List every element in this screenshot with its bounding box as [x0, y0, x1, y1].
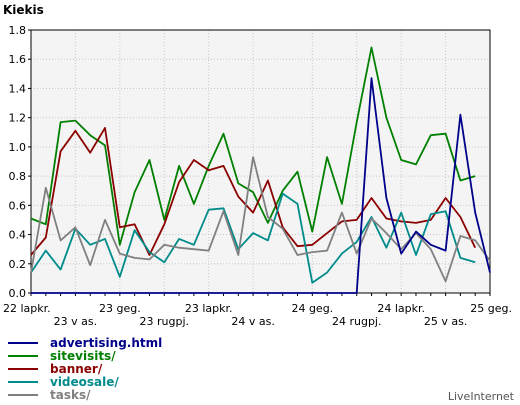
- y-tick-label: 0.0: [9, 287, 27, 300]
- y-tick-label: 1.0: [9, 141, 27, 154]
- legend: advertising.htmlsitevisits/banner/videos…: [8, 336, 162, 402]
- series-line-videosale: [30, 192, 476, 284]
- x-tick-label: 24 rugpj.: [332, 315, 382, 328]
- x-axis-ticks: 22 lapkr.23 v as.23 geg.23 rugpj.23 lapk…: [3, 293, 512, 328]
- legend-label: sitevisits/: [50, 349, 116, 363]
- legend-label: videosale/: [50, 375, 119, 389]
- x-tick-label: 22 lapkr.: [3, 302, 51, 315]
- y-tick-label: 1.6: [9, 53, 27, 66]
- y-tick-label: 1.2: [9, 112, 27, 125]
- series-line-banner: [30, 127, 477, 256]
- x-tick-label: 23 v as.: [54, 315, 97, 328]
- x-tick-label: 24 geg.: [291, 302, 333, 315]
- legend-label: advertising.html: [50, 336, 162, 350]
- y-tick-label: 0.2: [9, 258, 27, 271]
- y-tick-label: 0.6: [9, 199, 27, 212]
- y-tick-label: 0.8: [9, 170, 27, 183]
- legend-label: tasks/: [50, 388, 91, 402]
- x-tick-label: 25 geg.: [470, 302, 512, 315]
- credit-label: LiveInternet: [448, 390, 515, 403]
- y-axis-title: Kiekis: [3, 3, 44, 17]
- series-line-sitevisits: [30, 46, 476, 246]
- plot-area: [31, 30, 490, 293]
- x-tick-label: 24 v as.: [231, 315, 274, 328]
- x-tick-label: 23 rugpj.: [140, 315, 190, 328]
- x-tick-label: 23 lapkr.: [185, 302, 233, 315]
- x-tick-label: 23 geg.: [99, 302, 141, 315]
- y-tick-label: 1.4: [9, 82, 27, 95]
- legend-label: banner/: [50, 362, 103, 376]
- x-tick-label: 24 lapkr.: [377, 302, 425, 315]
- y-axis-ticks: 0.0 0.2 0.4 0.6 0.8 1.0 1.2 1.4 1.6 1.8: [9, 24, 31, 300]
- y-tick-label: 1.8: [9, 24, 27, 37]
- plot-background: [31, 30, 490, 293]
- y-tick-label: 0.4: [9, 229, 27, 242]
- x-tick-label: 25 v as.: [424, 315, 467, 328]
- series-line-advertising-html: [31, 77, 491, 294]
- series-lines: [30, 46, 491, 294]
